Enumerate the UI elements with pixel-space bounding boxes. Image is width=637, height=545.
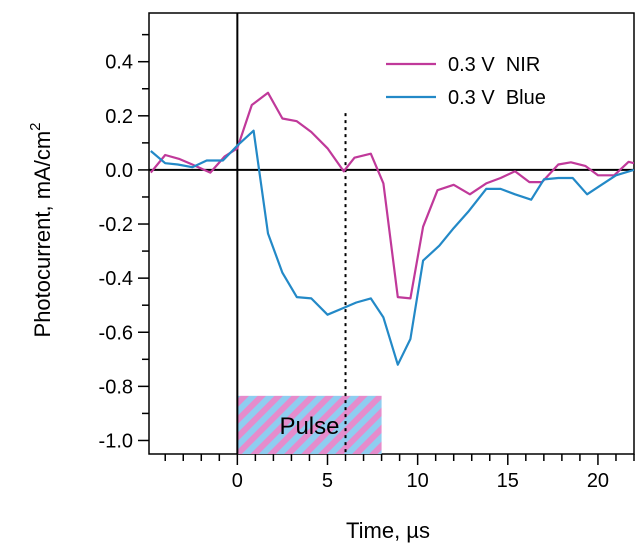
y-tick-label: -0.8 [99,376,133,398]
y-axis-title-group: Photocurrent, mA/cm2 [27,123,55,338]
y-tick-label: 0.2 [105,106,133,128]
x-axis: 0 5 10 15 20 [164,454,635,492]
x-tick-label: 10 [407,470,429,492]
y-axis-title-main: Photocurrent, mA/cm [30,131,55,338]
y-axis-title: Photocurrent, mA/cm2 [27,123,55,338]
y-tick-label: -0.4 [99,268,133,290]
x-axis-title: Time, µs [346,518,430,543]
legend: 0.3 V NIR 0.3 V Blue [386,54,546,109]
x-tick-label: 20 [587,470,609,492]
y-tick-label: -0.2 [99,214,133,236]
series-layer [149,91,634,366]
series-line-1 [150,129,634,366]
y-axis-title-superscript: 2 [27,123,44,131]
y-axis: -1.0 -0.8 -0.6 -0.4 -0.2 0.0 0.2 0.4 [99,33,149,452]
reference-lines-layer [149,13,634,454]
pulse-region [237,395,382,454]
y-tick-label: -1.0 [99,430,133,452]
pulse-label: Pulse [279,413,339,440]
legend-label-1: 0.3 V Blue [448,87,546,109]
legend-label-0: 0.3 V NIR [448,54,540,76]
pulse-annotation-layer: Pulse [237,395,382,454]
y-tick-label: 0.0 [105,160,133,182]
x-tick-label: 15 [497,470,519,492]
x-tick-label: 5 [322,470,333,492]
plot-frame [148,12,635,455]
y-tick-label: -0.6 [99,322,133,344]
series-line-0 [149,91,634,300]
x-tick-label: 0 [232,470,243,492]
y-tick-label: 0.4 [105,52,133,74]
